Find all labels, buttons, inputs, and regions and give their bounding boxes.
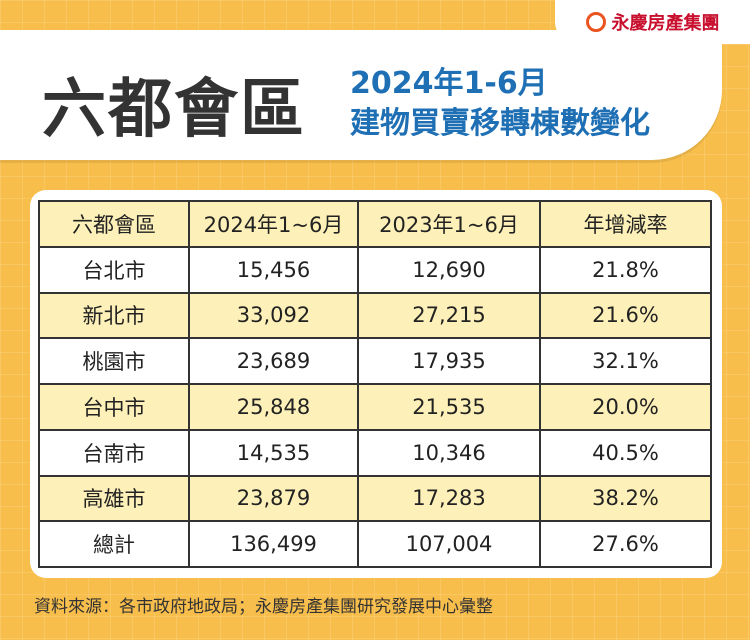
- table-cell: 27.6%: [539, 520, 712, 568]
- table-cell: 台南市: [38, 428, 190, 477]
- table-cell: 年增減率: [539, 200, 712, 248]
- table-cell: 17,283: [357, 474, 541, 523]
- table-cell: 20.0%: [539, 383, 712, 431]
- table-cell: 33,092: [188, 291, 359, 340]
- table-row: 新北市 33,092 27,215 21.6%: [38, 291, 712, 340]
- brand-logo: 永慶房產集團: [555, 0, 750, 44]
- table-cell: 21.6%: [539, 291, 712, 340]
- title: 六都會區: [42, 73, 306, 147]
- table-cell: 32.1%: [539, 337, 712, 385]
- table-cell: 總計: [38, 520, 190, 568]
- table-cell: 台北市: [38, 245, 190, 294]
- table-cell: 2023年1~6月: [357, 200, 541, 248]
- table-cell: 14,535: [188, 428, 359, 477]
- table-row: 台中市 25,848 21,535 20.0%: [38, 383, 712, 431]
- table-cell: 2024年1~6月: [188, 200, 359, 248]
- brand-name: 永慶房產集團: [611, 13, 720, 34]
- table-cell: 高雄市: [38, 474, 190, 523]
- table-cell: 40.5%: [539, 428, 712, 477]
- table-cell: 27,215: [357, 291, 541, 340]
- header-banner: [0, 30, 722, 160]
- table-cell: 107,004: [357, 520, 541, 568]
- table-row: 總計 136,499 107,004 27.6%: [38, 520, 712, 568]
- table-cell: 21,535: [357, 383, 541, 431]
- table-cell: 12,690: [357, 245, 541, 294]
- table-row: 桃園市 23,689 17,935 32.1%: [38, 337, 712, 385]
- table-cell: 136,499: [188, 520, 359, 568]
- table-row: 台北市 15,456 12,690 21.8%: [38, 245, 712, 294]
- table-row: 台南市 14,535 10,346 40.5%: [38, 428, 712, 477]
- table-cell: 15,456: [188, 245, 359, 294]
- source-note: 資料來源：各市政府地政局；永慶房產集團研究發展中心彙整: [34, 597, 493, 617]
- table-cell: 17,935: [357, 337, 541, 385]
- data-table: 六都會區 2024年1~6月 2023年1~6月 年增減率 台北市 15,456 12,69…: [38, 200, 712, 568]
- table-card: 六都會區 2024年1~6月 2023年1~6月 年增減率 台北市 15,456 12,69…: [30, 190, 722, 578]
- table-row: 高雄市 23,879 17,283 38.2%: [38, 474, 712, 523]
- table-cell: 38.2%: [539, 474, 712, 523]
- brand-icon: [585, 12, 606, 32]
- subtitle: 建物買賣移轉棟數變化: [350, 106, 650, 141]
- table-cell: 新北市: [38, 291, 190, 340]
- header-row: 六都會區 2024年1~6月 2023年1~6月 年增減率: [38, 200, 712, 248]
- table-cell: 桃園市: [38, 337, 190, 385]
- table-cell: 23,879: [188, 474, 359, 523]
- table-cell: 21.8%: [539, 245, 712, 294]
- subtitle: 2024年1-6月: [350, 66, 548, 101]
- table-cell: 25,848: [188, 383, 359, 431]
- table-cell: 23,689: [188, 337, 359, 385]
- table-cell: 台中市: [38, 383, 190, 431]
- table-cell: 10,346: [357, 428, 541, 477]
- table-cell: 六都會區: [38, 200, 190, 248]
